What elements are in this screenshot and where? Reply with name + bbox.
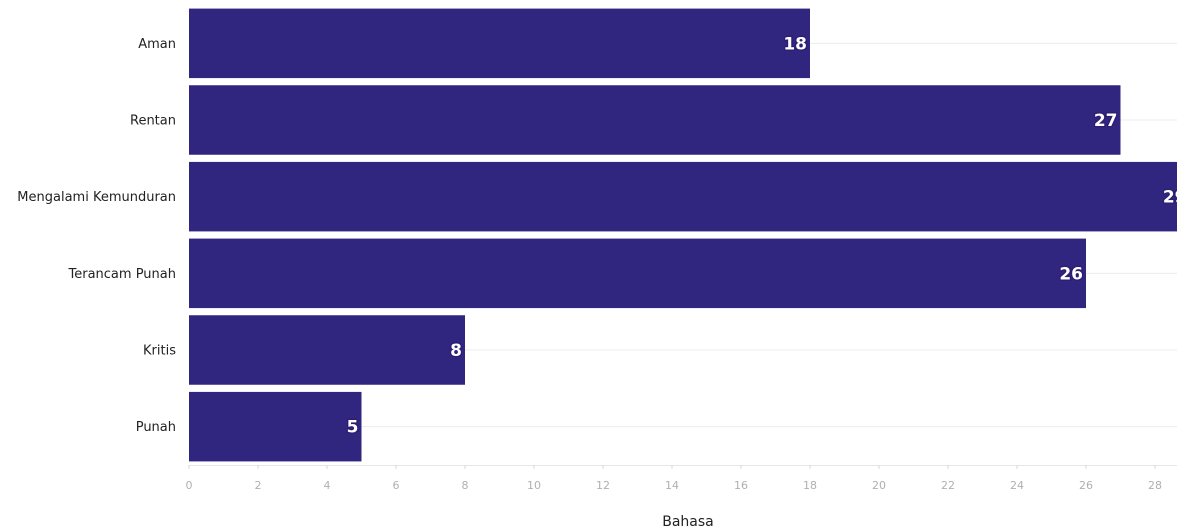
x-tick-label: 22 — [941, 479, 955, 492]
x-tick-label: 0 — [186, 479, 193, 492]
category-label: Kritis — [143, 344, 176, 359]
data-label: 26 — [1059, 264, 1083, 284]
category-label: Punah — [136, 420, 176, 435]
x-tick-label: 6 — [393, 479, 400, 492]
data-label: 29 — [1163, 188, 1177, 208]
x-tick-label: 12 — [596, 479, 610, 492]
x-axis-title: Bahasa — [662, 514, 714, 530]
bar — [189, 238, 1086, 309]
data-label: 5 — [347, 418, 359, 438]
x-tick-label: 18 — [803, 479, 817, 492]
x-tick-label: 14 — [665, 479, 679, 492]
bars — [189, 8, 1177, 462]
category-label: Mengalami Kemunduran — [17, 190, 176, 205]
x-tick-label: 8 — [462, 479, 469, 492]
category-label: Rentan — [130, 114, 176, 129]
bar — [189, 85, 1121, 155]
data-label: 18 — [783, 34, 807, 54]
bar — [189, 161, 1177, 232]
x-axis-ticks: 0 2 4 6 8 10 12 14 16 18 20 22 24 26 28 — [186, 465, 1162, 492]
x-tick-label: 16 — [734, 479, 748, 492]
x-tick-label: 20 — [872, 479, 886, 492]
category-labels: Aman Rentan Mengalami Kemunduran Terancam P… — [17, 37, 176, 435]
category-label: Terancam Punah — [68, 267, 177, 282]
x-tick-label: 28 — [1148, 479, 1162, 492]
data-label: 8 — [450, 341, 462, 361]
x-tick-label: 10 — [527, 479, 541, 492]
bar — [189, 391, 362, 462]
bar — [189, 8, 810, 79]
x-tick-label: 2 — [255, 479, 262, 492]
x-tick-label: 26 — [1079, 479, 1093, 492]
data-labels: 18 27 29 26 8 5 — [345, 33, 1177, 439]
category-label: Aman — [138, 37, 176, 52]
bar — [189, 315, 465, 385]
data-label: 27 — [1094, 111, 1118, 131]
x-tick-label: 24 — [1010, 479, 1024, 492]
x-tick-label: 4 — [324, 479, 331, 492]
